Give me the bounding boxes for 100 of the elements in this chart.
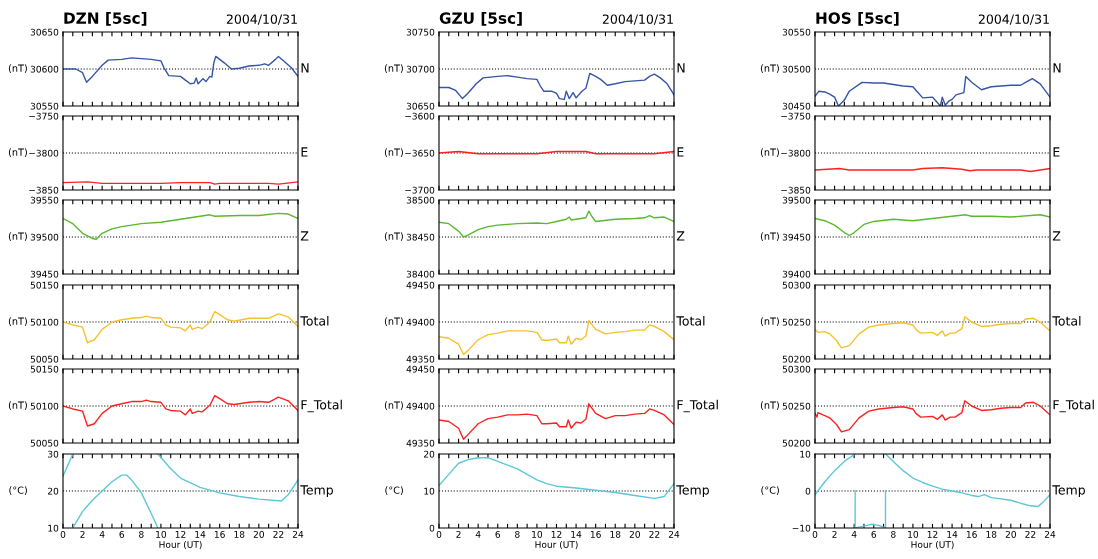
x-tick-label: 24 [1044, 530, 1056, 538]
y-tick-label: 20 [424, 450, 435, 458]
chart-title: GZU [5sc] [439, 12, 522, 26]
x-tick-label: 24 [668, 530, 680, 538]
y-tick-label: 50050 [30, 355, 59, 363]
chart-title: HOS [5sc] [816, 12, 899, 26]
y-tick-label: 49450 [406, 281, 435, 289]
y-tick-label: 50150 [30, 281, 59, 289]
y-tick-label: 30 [48, 450, 59, 458]
x-tick-label: 2 [80, 530, 85, 538]
x-tick-label: 24 [292, 530, 304, 538]
y-tick-label: 39500 [30, 233, 59, 241]
line-series [63, 212, 298, 240]
x-tick-label: 16 [966, 530, 977, 538]
x-tick-label: 2 [456, 530, 461, 538]
series-label: F_Total [1053, 399, 1094, 413]
y-tick-label: −3850 [29, 186, 59, 194]
y-tick-label: 50100 [30, 318, 59, 326]
chart-title: DZN [5sc] [64, 12, 147, 26]
y-tick-label: 30450 [782, 102, 811, 110]
y-tick-label: 39500 [782, 196, 811, 204]
line-series [63, 394, 298, 427]
x-tick-label: 10 [908, 530, 919, 538]
y-axis-title: (°C) [761, 486, 779, 495]
series-label: F_Total [301, 399, 342, 413]
x-tick-label: 16 [590, 530, 601, 538]
y-tick-label: 10 [800, 450, 811, 458]
y-axis-title: (nT) [760, 401, 779, 410]
y-tick-label: −3600 [405, 112, 435, 120]
y-tick-label: 30700 [406, 65, 435, 73]
y-tick-label: 0 [805, 487, 811, 495]
line-series [815, 400, 1050, 433]
line-series [815, 316, 1050, 349]
series-label: Z [300, 231, 309, 241]
y-tick-label: 10 [424, 487, 435, 495]
series-label: F_Total [677, 399, 718, 413]
y-axis-title: (nT) [384, 148, 403, 157]
y-tick-label: 38450 [406, 233, 435, 241]
chart-subtitle: 2004/10/31 [978, 14, 1049, 25]
y-axis-title: (nT) [760, 64, 779, 73]
x-tick-label: 12 [551, 530, 562, 538]
y-axis-title: (nT) [384, 232, 403, 241]
x-tick-label: 18 [610, 530, 621, 538]
x-tick-label: 2 [832, 530, 837, 538]
y-tick-label: −3750 [781, 112, 811, 120]
x-tick-label: 18 [986, 530, 997, 538]
y-tick-label: 38500 [406, 196, 435, 204]
y-tick-label: 30500 [782, 65, 811, 73]
x-tick-label: 6 [871, 530, 877, 538]
y-axis-title: (nT) [8, 148, 27, 157]
y-tick-label: 30600 [30, 65, 59, 73]
x-tick-label: 20 [253, 530, 264, 538]
y-tick-label: 50200 [782, 439, 811, 447]
x-tick-label: 10 [532, 530, 543, 538]
y-tick-label: 50250 [782, 402, 811, 410]
x-tick-label: 8 [515, 530, 520, 538]
x-tick-label: 6 [495, 530, 501, 538]
y-axis-title: (nT) [8, 64, 27, 73]
series-label: E [677, 147, 684, 157]
line-series [439, 72, 674, 101]
y-tick-label: 49350 [406, 439, 435, 447]
y-tick-label: 30650 [406, 102, 435, 110]
y-tick-label: 10 [48, 524, 59, 532]
x-tick-label: 16 [214, 530, 225, 538]
y-tick-label: 50050 [30, 439, 59, 447]
y-tick-label: −3750 [29, 112, 59, 120]
y-tick-label: 0 [429, 524, 435, 532]
y-tick-label: 50300 [782, 281, 811, 289]
y-tick-label: −3800 [29, 149, 59, 157]
series-label: Temp [300, 485, 333, 498]
x-tick-label: 20 [1005, 530, 1016, 538]
y-tick-label: 30550 [782, 28, 811, 36]
y-tick-label: 38400 [406, 270, 435, 278]
x-tick-label: 22 [649, 530, 660, 538]
y-tick-label: 30750 [406, 28, 435, 36]
y-tick-label: 39450 [782, 233, 811, 241]
line-series [439, 210, 674, 238]
y-axis-title: (°C) [9, 486, 27, 495]
series-label: Total [676, 315, 705, 326]
y-tick-label: 49350 [406, 355, 435, 363]
x-axis-title: Hour (UT) [159, 540, 202, 549]
x-tick-label: 8 [891, 530, 896, 538]
y-axis-title: (nT) [8, 317, 27, 326]
x-tick-label: 20 [629, 530, 640, 538]
y-tick-label: 49450 [406, 365, 435, 373]
x-tick-label: 4 [475, 531, 481, 538]
series-label: Z [676, 231, 685, 241]
line-series [63, 55, 298, 85]
line-series [439, 319, 674, 356]
series-label: E [1053, 147, 1060, 157]
x-axis-title: Hour (UT) [911, 540, 954, 549]
x-tick-label: 22 [273, 530, 284, 538]
y-tick-label: 49400 [406, 318, 435, 326]
y-tick-label: 50200 [782, 355, 811, 363]
line-series [439, 403, 674, 440]
series-label: Z [1052, 231, 1061, 241]
y-axis-title: (nT) [760, 232, 779, 241]
y-axis-title: (nT) [760, 148, 779, 157]
y-tick-label: 50100 [30, 402, 59, 410]
x-tick-label: 18 [234, 530, 245, 538]
